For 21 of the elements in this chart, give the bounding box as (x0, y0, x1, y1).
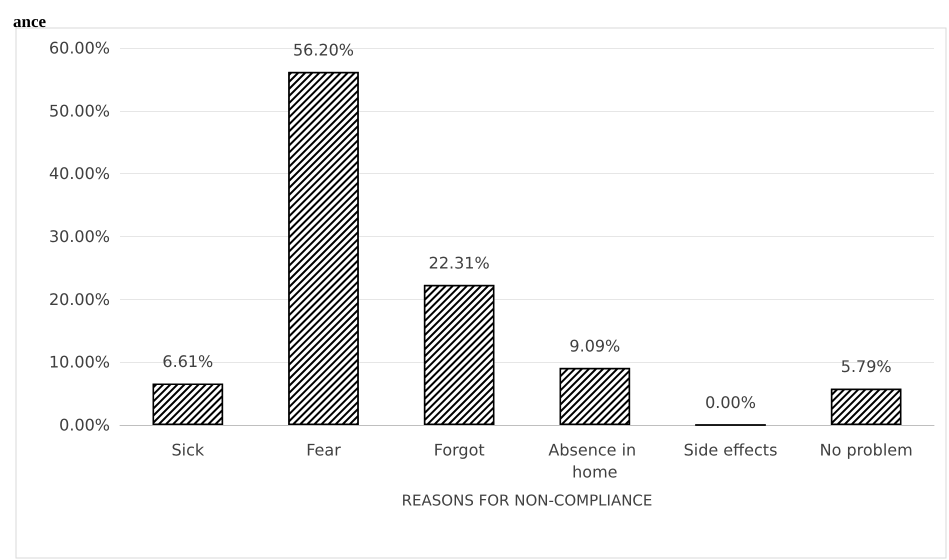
x-tick-label: Forgot (434, 440, 485, 460)
y-tick-label: 20.00% (48, 290, 110, 309)
chart-title: ance (13, 12, 46, 31)
y-tick-label: 40.00% (48, 164, 110, 184)
data-label: 56.20% (292, 40, 354, 60)
x-tick-label: Absence in home (548, 440, 642, 482)
x-axis-title: REASONS FOR NON-COMPLIANCE (402, 492, 652, 510)
data-label: 6.61% (162, 352, 214, 371)
y-tick-label: 60.00% (48, 38, 110, 58)
y-tick-label: 50.00% (48, 101, 110, 120)
data-label: 9.09% (569, 336, 620, 356)
data-label: 22.31% (428, 253, 490, 272)
data-label: 5.79% (840, 357, 892, 376)
y-tick-label: 0.00% (59, 416, 110, 434)
y-tick-label: 30.00% (48, 227, 110, 246)
x-tick-label: No problem (820, 440, 913, 460)
data-label: 0.00% (705, 392, 756, 412)
x-tick-label: Side effects (684, 440, 778, 460)
x-tick-label: Sick (171, 440, 205, 460)
y-tick-label: 10.00% (48, 352, 110, 372)
x-tick-label: Fear (306, 440, 342, 460)
